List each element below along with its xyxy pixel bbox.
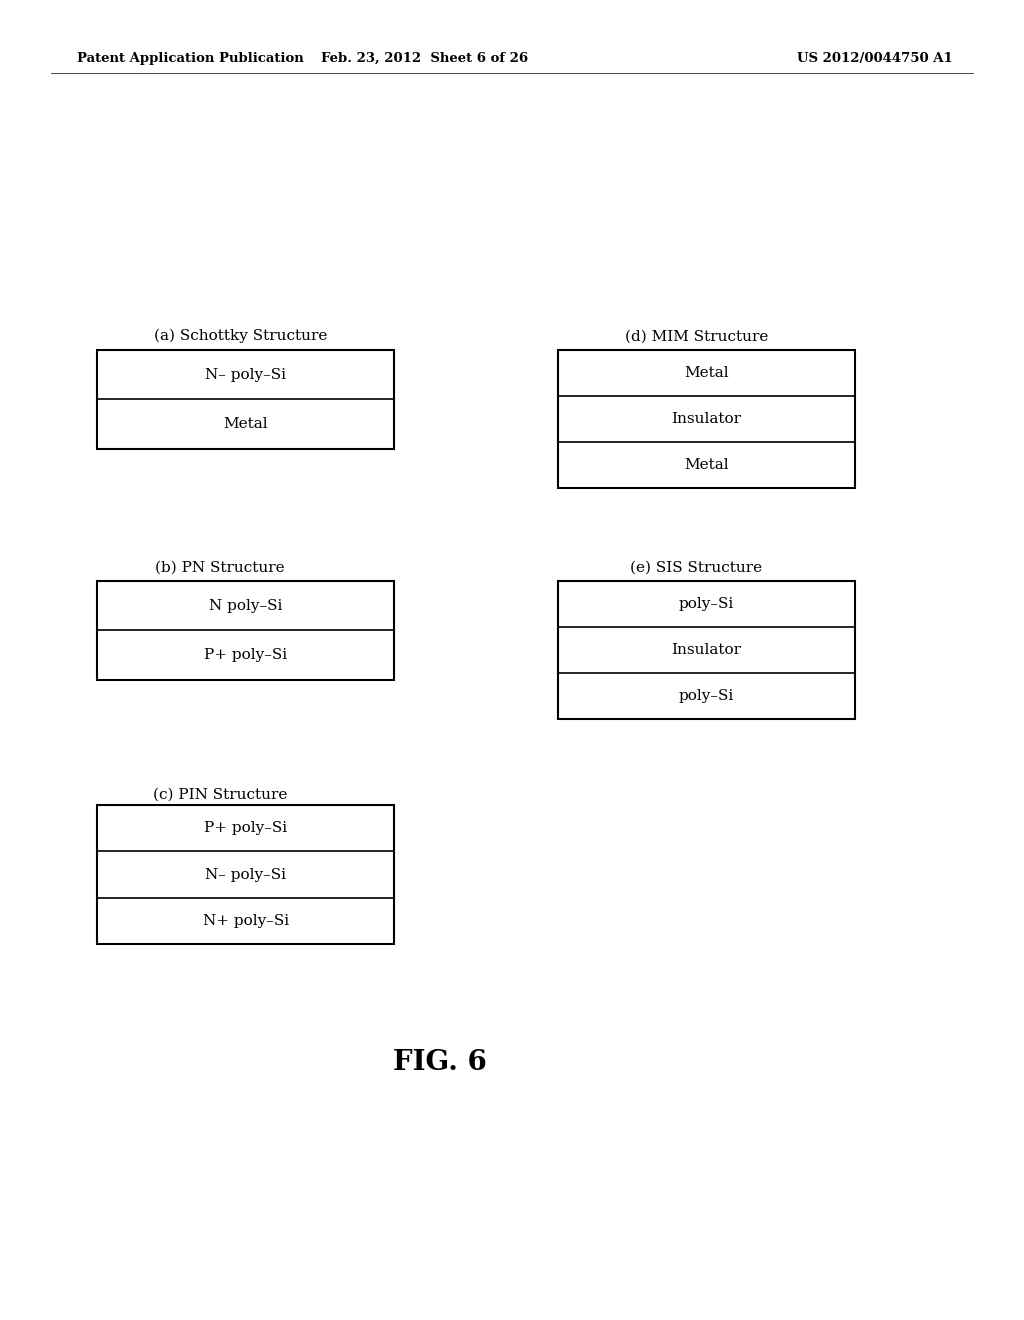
Bar bbox=[558, 581, 855, 719]
Text: poly–Si: poly–Si bbox=[679, 689, 734, 704]
Text: P+ poly–Si: P+ poly–Si bbox=[204, 648, 288, 663]
Text: (a) Schottky Structure: (a) Schottky Structure bbox=[154, 329, 328, 343]
Text: Insulator: Insulator bbox=[672, 643, 741, 657]
Text: N poly–Si: N poly–Si bbox=[209, 598, 283, 612]
Text: FIG. 6: FIG. 6 bbox=[393, 1049, 487, 1076]
Text: Metal: Metal bbox=[223, 417, 268, 432]
Bar bbox=[558, 350, 855, 488]
Text: N+ poly–Si: N+ poly–Si bbox=[203, 913, 289, 928]
Text: US 2012/0044750 A1: US 2012/0044750 A1 bbox=[797, 51, 952, 65]
Text: (c) PIN Structure: (c) PIN Structure bbox=[153, 787, 288, 801]
Text: Metal: Metal bbox=[684, 458, 729, 473]
Text: Metal: Metal bbox=[684, 366, 729, 380]
Text: P+ poly–Si: P+ poly–Si bbox=[204, 821, 288, 836]
Bar bbox=[97, 805, 394, 944]
Text: poly–Si: poly–Si bbox=[679, 597, 734, 611]
Text: N– poly–Si: N– poly–Si bbox=[205, 867, 287, 882]
Text: Insulator: Insulator bbox=[672, 412, 741, 426]
Text: (b) PN Structure: (b) PN Structure bbox=[156, 560, 285, 574]
Bar bbox=[97, 581, 394, 680]
Text: (e) SIS Structure: (e) SIS Structure bbox=[630, 560, 763, 574]
Text: Feb. 23, 2012  Sheet 6 of 26: Feb. 23, 2012 Sheet 6 of 26 bbox=[322, 51, 528, 65]
Text: N– poly–Si: N– poly–Si bbox=[205, 367, 287, 381]
Bar bbox=[97, 350, 394, 449]
Text: Patent Application Publication: Patent Application Publication bbox=[77, 51, 303, 65]
Text: (d) MIM Structure: (d) MIM Structure bbox=[625, 329, 768, 343]
